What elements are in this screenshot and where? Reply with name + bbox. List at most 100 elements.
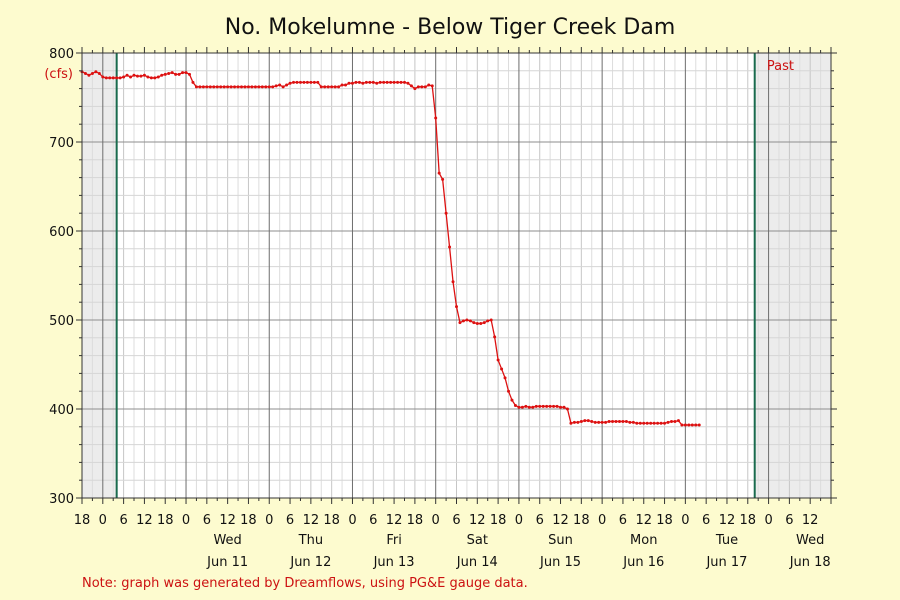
flow-point (288, 81, 292, 85)
flow-point (680, 423, 684, 427)
x-weekday-label: Wed (213, 533, 241, 548)
y-tick-label: 500 (49, 314, 74, 329)
y-tick-label: 800 (49, 47, 74, 62)
flow-point (135, 74, 139, 78)
flow-point (520, 405, 524, 409)
flow-point (427, 83, 431, 87)
flow-point (368, 80, 372, 84)
flow-point (534, 404, 538, 408)
x-date-label: Jun 16 (622, 555, 664, 570)
flow-point (496, 358, 500, 362)
flow-point (659, 421, 663, 425)
x-hour-tick-label: 12 (303, 513, 320, 528)
flow-point (267, 85, 271, 89)
flow-point (371, 80, 375, 84)
flow-point (250, 85, 254, 89)
flow-point (240, 85, 244, 89)
flow-point (132, 73, 136, 77)
x-hour-tick-label: 0 (182, 513, 190, 528)
flow-point (656, 421, 660, 425)
flow-point (493, 335, 497, 339)
flow-point (312, 80, 316, 84)
flow-point (257, 85, 261, 89)
flow-point (184, 71, 188, 75)
flow-point (638, 421, 642, 425)
flow-point (458, 321, 462, 325)
flow-point (694, 423, 698, 427)
flow-point (500, 367, 504, 371)
flow-point (482, 321, 486, 325)
flow-point (108, 76, 112, 80)
x-hour-tick-label: 6 (452, 513, 460, 528)
flow-point (572, 420, 576, 424)
flow-point (527, 405, 531, 409)
flow-point (309, 80, 313, 84)
x-hour-tick-label: 6 (119, 513, 127, 528)
flow-point (281, 85, 285, 89)
flow-point (593, 420, 597, 424)
flow-point (198, 85, 202, 89)
flow-point (385, 80, 389, 84)
flow-point (177, 72, 181, 76)
no-data-region-left (82, 53, 117, 498)
x-weekday-label: Mon (630, 533, 657, 548)
x-hour-tick-label: 12 (719, 513, 736, 528)
flow-point (645, 421, 649, 425)
flow-point (479, 322, 483, 326)
flow-point (673, 419, 677, 423)
flow-point (396, 80, 400, 84)
flow-point (285, 83, 289, 87)
x-hour-tick-label: 6 (536, 513, 544, 528)
flow-point (402, 80, 406, 84)
x-hour-tick-label: 0 (764, 513, 772, 528)
flow-point (413, 87, 417, 91)
flow-point (607, 419, 611, 423)
x-date-label: Jun 15 (539, 555, 581, 570)
flow-point (354, 80, 358, 84)
flow-point (361, 81, 365, 85)
flow-point (364, 80, 368, 84)
flow-point (212, 85, 216, 89)
flow-point (392, 80, 396, 84)
flow-point (146, 75, 150, 79)
flow-point (292, 80, 296, 84)
flow-point (219, 85, 223, 89)
flow-point (382, 80, 386, 84)
flow-point (129, 75, 133, 79)
flow-point (167, 71, 171, 75)
flow-point (430, 84, 434, 88)
flow-point (423, 85, 427, 89)
chart-title: No. Mokelumne - Below Tiger Creek Dam (225, 15, 676, 40)
flow-point (437, 171, 441, 175)
flow-point (302, 80, 306, 84)
flow-point (624, 419, 628, 423)
x-date-label: Jun 12 (289, 555, 331, 570)
flow-point (697, 423, 701, 427)
x-hour-tick-label: 12 (469, 513, 486, 528)
x-hour-tick-label: 12 (635, 513, 652, 528)
flow-point (337, 85, 341, 89)
flow-point (444, 211, 448, 215)
flow-point (326, 85, 330, 89)
flow-point (451, 280, 455, 284)
flow-point (687, 423, 691, 427)
flow-point (115, 76, 119, 80)
x-hour-tick-label: 0 (515, 513, 523, 528)
flow-point (579, 419, 583, 423)
flow-point (149, 76, 153, 80)
flow-point (552, 404, 556, 408)
x-hour-tick-label: 18 (323, 513, 340, 528)
x-date-label: Jun 13 (373, 555, 415, 570)
x-hour-tick-label: 12 (136, 513, 153, 528)
x-hour-tick-label: 18 (240, 513, 257, 528)
x-hour-tick-label: 18 (407, 513, 424, 528)
y-tick-label: 600 (49, 225, 74, 240)
flow-point (690, 423, 694, 427)
flow-point (409, 84, 413, 88)
x-hour-tick-label: 18 (490, 513, 507, 528)
x-hour-tick-label: 18 (656, 513, 673, 528)
flow-point (565, 407, 569, 411)
flow-point (350, 81, 354, 85)
